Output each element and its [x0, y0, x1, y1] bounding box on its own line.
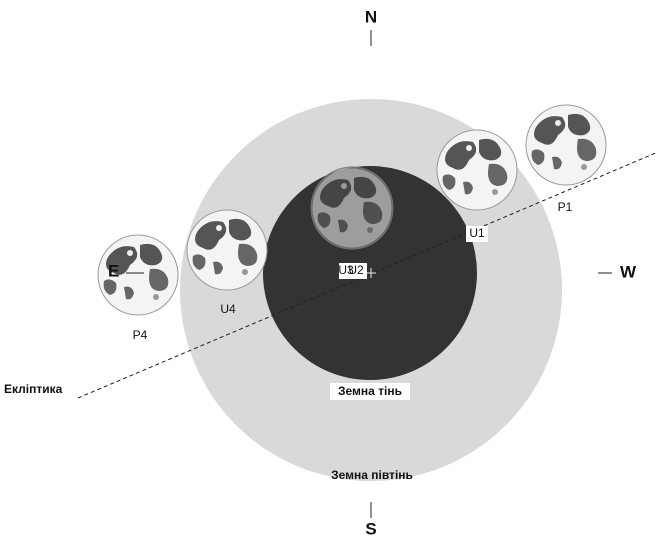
west-label: W — [620, 262, 637, 281]
moon-greatest — [311, 167, 393, 249]
moon-p1 — [525, 104, 607, 186]
u1-label: U1 — [469, 226, 485, 240]
moon-u4 — [186, 209, 268, 291]
south-label: S — [365, 519, 376, 538]
penumbra-label: Земна півтінь — [331, 468, 413, 482]
ecliptic-label: Екліптика — [4, 382, 63, 396]
umbra-label-bg — [330, 383, 410, 400]
moon-greatest-outline — [310, 166, 394, 250]
umbra-label: Земна тінь — [338, 384, 402, 398]
u1-label-bg — [466, 226, 488, 242]
north-label: N — [365, 7, 377, 26]
u2-u3-label-bg — [339, 263, 367, 279]
east-label: E — [108, 261, 119, 280]
p4-label: P4 — [133, 328, 148, 342]
p1-label: P1 — [558, 200, 573, 214]
u3-label: U3 — [338, 263, 354, 277]
u2-label: U2 — [348, 263, 364, 277]
u4-label: U4 — [220, 302, 236, 316]
ecliptic-line — [77, 151, 658, 399]
moon-u1 — [436, 129, 518, 211]
